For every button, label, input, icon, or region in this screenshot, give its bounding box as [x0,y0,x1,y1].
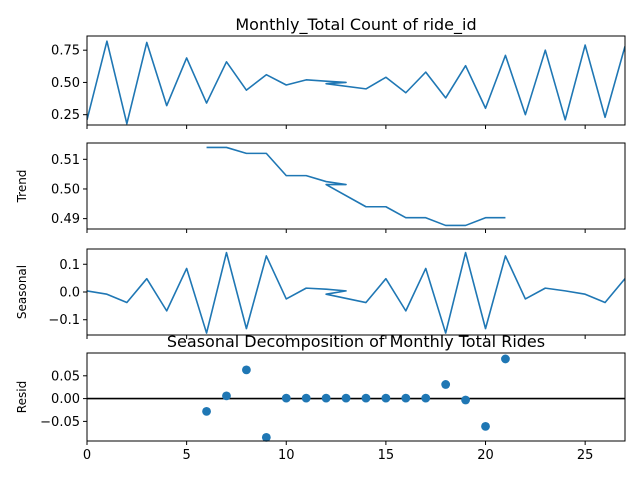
y-tick-label: 0.50 [51,182,80,197]
overlay-title: Seasonal Decomposition of Monthly Total … [167,332,545,351]
panel-frame [86,35,626,126]
figure-title: Monthly_Total Count of ride_id [235,15,476,35]
resid-point [421,393,431,403]
resid-point [481,422,490,431]
resid-point [401,393,411,403]
x-tick-label: 20 [477,448,494,463]
resid-point [361,393,371,403]
y-tick-label: 0.51 [51,153,80,168]
resid-point [461,395,470,405]
x-tick-label: 5 [182,448,190,463]
seasonal-ylabel: Seasonal [15,265,29,319]
x-tick-label: 15 [378,448,395,463]
y-tick-label: 0.05 [51,369,80,384]
resid-point [441,380,451,389]
x-tick-label: 25 [577,448,594,463]
resid-point [261,432,271,442]
seasonal-series-line [87,251,625,334]
panel-observed: 0.25 0.50 0.75 [51,35,626,129]
x-tick-label: 10 [278,448,295,463]
y-tick-label: 0.25 [51,108,80,123]
trend-ylabel: Trend [15,170,29,204]
y-tick-label: 0.49 [51,212,80,227]
panel-seasonal: −0.1 0.0 0.1 Seasonal [15,248,626,339]
resid-point [222,391,231,401]
resid-point [301,393,311,403]
resid-point [242,365,251,375]
resid-point [381,393,391,403]
y-tick-label: −0.05 [40,415,80,430]
resid-point [501,354,510,364]
y-tick-label: 0.1 [59,258,80,273]
panel-trend: 0.49 0.50 0.51 Trend [15,142,626,233]
y-tick-label: 0.0 [59,286,80,301]
observed-series-line [87,40,625,125]
panel-frame [86,352,626,442]
panels: 0.25 0.50 0.75 0.49 0.50 0.51 Trend −0.1 0.0 0.1 S… [15,35,626,463]
resid-point [202,406,211,416]
panel-resid: −0.05 0.00 0.05 0 5 10 15 20 25 Resid [15,352,626,463]
resid-point [281,393,291,403]
y-tick-label: −0.1 [48,313,80,328]
resid-ylabel: Resid [15,381,29,413]
trend-series-line [206,146,506,227]
x-tick-label: 0 [83,448,91,463]
resid-point [321,393,331,403]
y-tick-label: 0.00 [51,392,80,407]
panel-frame [86,142,626,230]
y-tick-label: 0.50 [51,76,80,91]
y-tick-label: 0.75 [51,44,80,59]
resid-point [341,393,351,403]
